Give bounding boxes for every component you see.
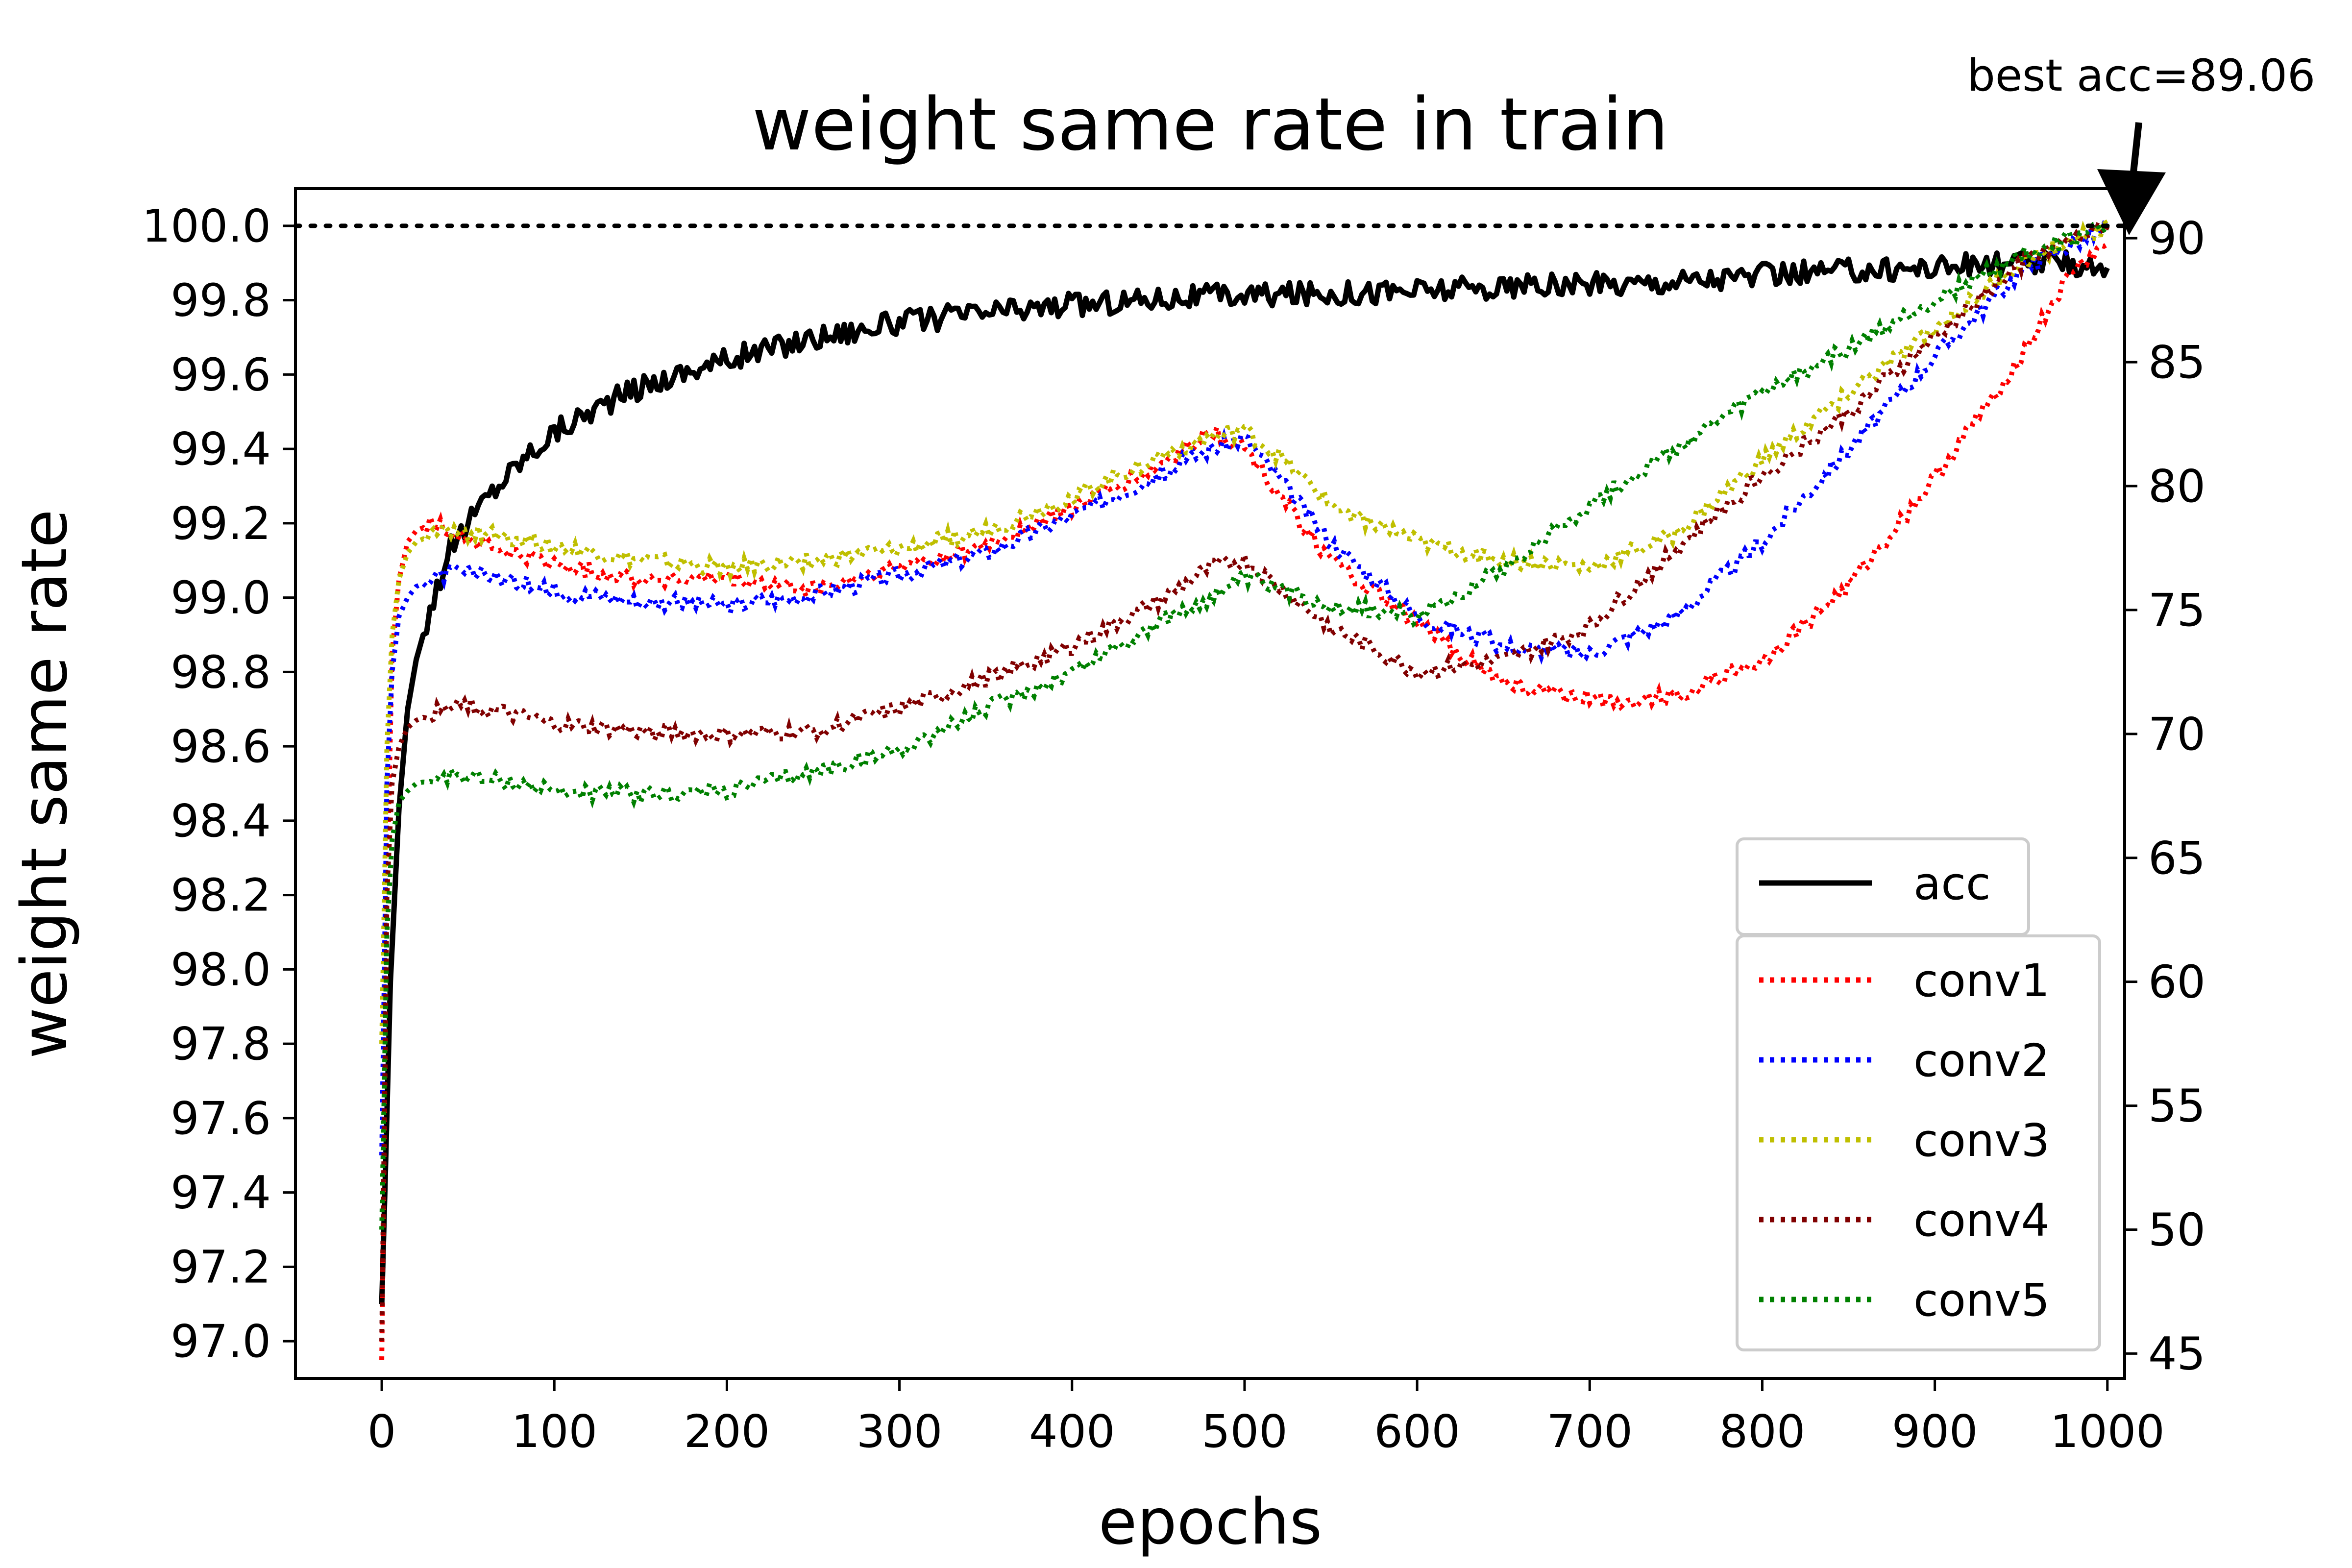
series-line-conv5	[379, 221, 2109, 1230]
y-tick-label: 97.6	[171, 1092, 271, 1145]
y2-tick-label: 45	[2148, 1327, 2205, 1380]
x-tick-label: 400	[1029, 1405, 1115, 1458]
y2-tick-label: 50	[2148, 1204, 2205, 1256]
x-tick-label: 200	[684, 1405, 770, 1458]
y-tick-label: 97.8	[171, 1018, 271, 1070]
y-tick-label: 97.4	[171, 1167, 271, 1219]
legend-label-conv5: conv5	[1913, 1274, 2050, 1326]
y2-tick-label: 80	[2148, 460, 2205, 513]
x-axis-ticks: 0 100 200 300 400 500 600 700 800 900 1000	[368, 1378, 2165, 1458]
y2-tick-label: 70	[2148, 708, 2205, 760]
y-axis-right-ticks: 45 50 55 60 65 70 75 80 85 90	[2125, 212, 2205, 1380]
legend-box-conv	[1736, 934, 2101, 1351]
best-acc-annotation: best acc=89.06	[1967, 50, 2315, 235]
y-tick-label: 99.2	[171, 497, 271, 550]
y-tick-label: 98.0	[171, 943, 271, 996]
series-layer	[379, 213, 2110, 1360]
y2-tick-label: 55	[2148, 1080, 2205, 1132]
y-axis-left-ticks: 97.0 97.2 97.4 97.6 97.8 98.0 98.2 98.4 98.6 98.8…	[142, 200, 295, 1368]
legend-label-conv1: conv1	[1913, 955, 2050, 1007]
series-line-conv3	[379, 213, 2110, 1044]
annotation-text: best acc=89.06	[1967, 50, 2315, 101]
plot-frame	[294, 187, 2126, 1380]
y-tick-label: 98.4	[171, 795, 271, 847]
y2-tick-label: 90	[2148, 212, 2205, 265]
x-tick-label: 0	[368, 1405, 396, 1458]
y-tick-label: 99.8	[171, 274, 271, 327]
x-tick-label: 600	[1374, 1405, 1460, 1458]
y-tick-label: 97.2	[171, 1241, 271, 1293]
legend-label-conv4: conv4	[1913, 1194, 2050, 1247]
y2-tick-label: 60	[2148, 956, 2205, 1008]
y-tick-label: 97.0	[171, 1315, 271, 1368]
y-tick-label: 99.0	[171, 572, 271, 624]
y-tick-label: 100.0	[142, 200, 271, 252]
chart-title: weight same rate in train	[752, 82, 1668, 167]
x-axis-label: epochs	[1099, 1486, 1323, 1559]
y2-tick-label: 65	[2148, 832, 2205, 884]
y-tick-label: 98.2	[171, 869, 271, 922]
x-tick-label: 300	[857, 1405, 943, 1458]
legend-label-acc: acc	[1913, 858, 1991, 910]
x-tick-label: 900	[1892, 1405, 1978, 1458]
x-tick-label: 100	[511, 1405, 597, 1458]
legend-label-conv3: conv3	[1913, 1114, 2050, 1167]
annotation-arrow-head	[2097, 169, 2166, 235]
x-tick-label: 700	[1546, 1405, 1633, 1458]
y-tick-label: 99.6	[171, 348, 271, 401]
legend: acc conv1 conv2 conv3 conv4 conv5	[1736, 837, 2101, 1351]
legend-label-conv2: conv2	[1913, 1034, 2050, 1087]
x-tick-label: 500	[1201, 1405, 1288, 1458]
y2-tick-label: 85	[2148, 336, 2205, 389]
series-line-conv1	[379, 242, 2109, 1360]
y-tick-label: 99.4	[171, 423, 271, 475]
y-tick-label: 98.6	[171, 720, 271, 773]
y-axis-label: weight same rate	[8, 509, 81, 1059]
x-tick-label: 800	[1719, 1405, 1806, 1458]
series-line-acc	[379, 249, 2110, 1304]
y2-tick-label: 75	[2148, 584, 2205, 637]
y-tick-label: 98.8	[171, 646, 271, 698]
x-tick-label: 1000	[2050, 1405, 2165, 1458]
